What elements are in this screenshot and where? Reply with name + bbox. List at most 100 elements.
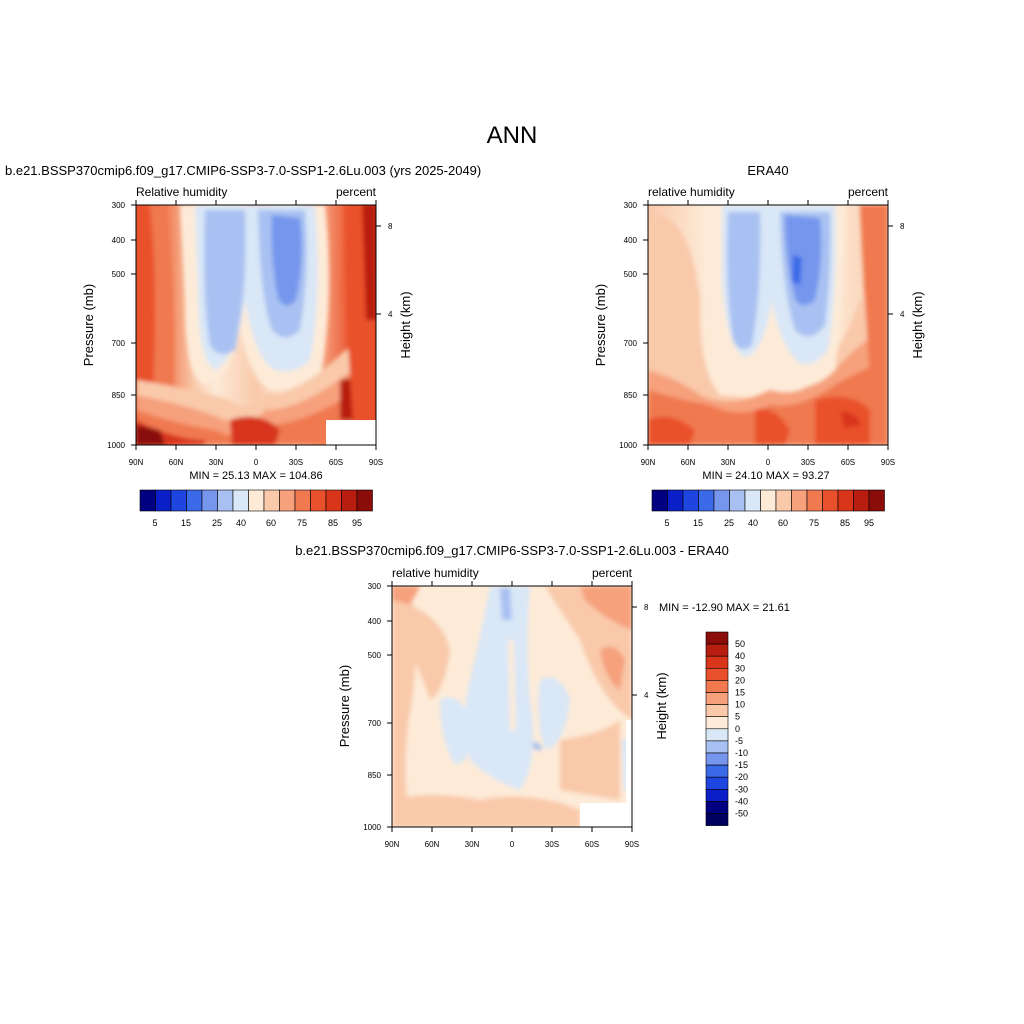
diff-variable-label: relative humidity: [392, 566, 479, 580]
obs-cbar-label-15: 15: [693, 518, 703, 528]
model-x-tick-90n: 90N: [129, 458, 144, 467]
diff-stats: MIN = -12.90 MAX = 21.61: [659, 602, 790, 614]
diff-y-tick-400: 400: [368, 617, 382, 626]
model-colorbar-swatch: [232, 489, 249, 512]
diff-cbar-label: -40: [735, 796, 748, 806]
diff-cbar-label: 50: [735, 639, 745, 649]
diff-colorbar-swatch: [705, 655, 729, 669]
diff-y-tick-850: 850: [368, 771, 382, 780]
diff-x-tick-60n: 60N: [425, 840, 440, 849]
diff-colorbar-swatch: [705, 788, 729, 802]
diff-colorbar-swatch: [705, 764, 729, 778]
diff-x-tick-30s: 30S: [545, 840, 559, 849]
model-y-axis-right: 8 4: [376, 222, 393, 319]
obs-colorbar-swatch: [698, 489, 715, 512]
model-colorbar-swatch: [217, 489, 234, 512]
model-cbar-label-15: 15: [181, 518, 191, 528]
obs-colorbar-swatch: [853, 489, 870, 512]
diff-cbar-label: 20: [735, 675, 745, 685]
model-colorbar-swatch: [201, 489, 218, 512]
model-y-tick-700: 700: [112, 339, 126, 348]
diff-colorbar-swatch: [705, 801, 729, 814]
obs-colorbar-swatch: [682, 489, 699, 512]
model-y-label-right: Height (km): [398, 291, 413, 358]
diff-title: b.e21.BSSP370cmip6.f09_g17.CMIP6-SSP3-7.…: [295, 543, 729, 558]
difference-panel: b.e21.BSSP370cmip6.f09_g17.CMIP6-SSP3-7.…: [295, 543, 790, 849]
diff-colorbar-swatch: [705, 716, 729, 730]
diff-y-label-right: Height (km): [654, 672, 669, 739]
obs-x-tick-0: 0: [766, 458, 771, 467]
model-y-tick-500: 500: [112, 270, 126, 279]
obs-y-label-right: Height (km): [910, 291, 925, 358]
model-x-tick-60n: 60N: [169, 458, 184, 467]
model-y-tick-400: 400: [112, 236, 126, 245]
diff-cbar-label: -5: [735, 736, 743, 746]
diff-x-tick-60s: 60S: [585, 840, 599, 849]
obs-height-tick-4: 4: [900, 310, 905, 319]
model-title: b.e21.BSSP370cmip6.f09_g17.CMIP6-SSP3-7.…: [5, 163, 481, 178]
model-colorbar-swatch: [279, 489, 296, 512]
diff-cbar-label: 15: [735, 688, 745, 698]
model-x-tick-30n: 30N: [209, 458, 224, 467]
diff-colorbar-swatch: [705, 728, 729, 742]
obs-x-tick-90s: 90S: [881, 458, 895, 467]
obs-colorbar: 5 15 25 40 60 75 85 95: [651, 489, 885, 528]
model-colorbar-swatch: [139, 489, 156, 512]
model-y-tick-300: 300: [112, 201, 126, 210]
diff-x-axis: 90N 60N 30N 0 30S 60S 90S: [385, 581, 639, 849]
diff-x-tick-0: 0: [510, 840, 515, 849]
obs-colorbar-swatch: [667, 489, 684, 512]
obs-panel: ERA40 relative humidity percent: [593, 163, 925, 528]
diff-cbar-label: -30: [735, 784, 748, 794]
obs-colorbar-swatch: [868, 489, 885, 512]
obs-x-tick-60n: 60N: [681, 458, 696, 467]
model-colorbar-swatch: [356, 489, 373, 512]
model-cbar-label-60: 60: [266, 518, 276, 528]
model-colorbar-swatch: [341, 489, 358, 512]
obs-y-axis: 300 400 500 700 850 1000: [619, 201, 648, 450]
diff-y-axis: 300 400 500 700 850 1000: [363, 582, 392, 832]
obs-y-axis-right: 8 4: [888, 222, 905, 319]
model-height-tick-8: 8: [388, 222, 393, 231]
diff-y-label: Pressure (mb): [337, 665, 352, 747]
diff-colorbar-swatch: [705, 631, 729, 645]
diff-colorbar-swatch: [705, 667, 729, 681]
obs-title: ERA40: [747, 163, 788, 178]
model-units-label: percent: [336, 185, 377, 199]
obs-cbar-label-5: 5: [664, 518, 669, 528]
model-contour-field: [136, 205, 376, 445]
obs-colorbar-swatch: [760, 489, 777, 512]
obs-cbar-label-60: 60: [778, 518, 788, 528]
diff-units-label: percent: [592, 566, 633, 580]
obs-y-label: Pressure (mb): [593, 284, 608, 366]
model-x-axis: 90N 60N 30N 0 30S 60S 90S: [129, 200, 383, 467]
diff-cbar-label: -15: [735, 760, 748, 770]
model-colorbar-swatch: [325, 489, 342, 512]
diff-colorbar-swatch: [705, 740, 729, 754]
diff-cbar-label: 10: [735, 700, 745, 710]
diff-y-tick-500: 500: [368, 651, 382, 660]
model-x-tick-60s: 60S: [329, 458, 343, 467]
diff-colorbar-swatch: [705, 643, 729, 657]
model-x-tick-90s: 90S: [369, 458, 383, 467]
model-colorbar-swatch: [186, 489, 203, 512]
model-cbar-label-85: 85: [328, 518, 338, 528]
obs-x-tick-30n: 30N: [721, 458, 736, 467]
diff-y-tick-700: 700: [368, 719, 382, 728]
diff-colorbar-swatch: [705, 704, 729, 717]
model-y-axis: 300 400 500 700 850 1000: [107, 201, 136, 450]
model-y-tick-850: 850: [112, 391, 126, 400]
diff-cbar-label: -10: [735, 748, 748, 758]
obs-y-tick-500: 500: [624, 270, 638, 279]
obs-y-tick-1000: 1000: [619, 441, 637, 450]
diff-colorbar-swatch: [705, 776, 729, 790]
obs-colorbar-swatch: [791, 489, 808, 512]
obs-cbar-label-75: 75: [809, 518, 819, 528]
model-colorbar-swatch: [263, 489, 280, 512]
obs-y-tick-850: 850: [624, 391, 638, 400]
diff-cbar-label: 5: [735, 712, 740, 722]
diff-height-tick-4: 4: [644, 691, 649, 700]
model-x-tick-30s: 30S: [289, 458, 303, 467]
diff-y-tick-1000: 1000: [363, 823, 381, 832]
